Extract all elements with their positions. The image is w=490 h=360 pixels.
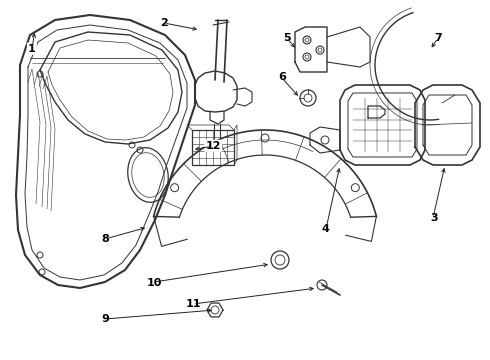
- Text: 11: 11: [186, 299, 201, 309]
- Text: 1: 1: [28, 44, 36, 54]
- Text: 7: 7: [435, 33, 442, 43]
- Text: 8: 8: [101, 234, 109, 244]
- Text: 2: 2: [160, 18, 168, 28]
- Text: 4: 4: [322, 224, 330, 234]
- Text: 10: 10: [147, 278, 162, 288]
- Text: 9: 9: [101, 314, 109, 324]
- Text: 6: 6: [278, 72, 286, 82]
- Text: 5: 5: [283, 33, 291, 43]
- Text: 12: 12: [205, 141, 221, 151]
- Bar: [192, 130, 234, 165]
- Text: 3: 3: [430, 213, 438, 223]
